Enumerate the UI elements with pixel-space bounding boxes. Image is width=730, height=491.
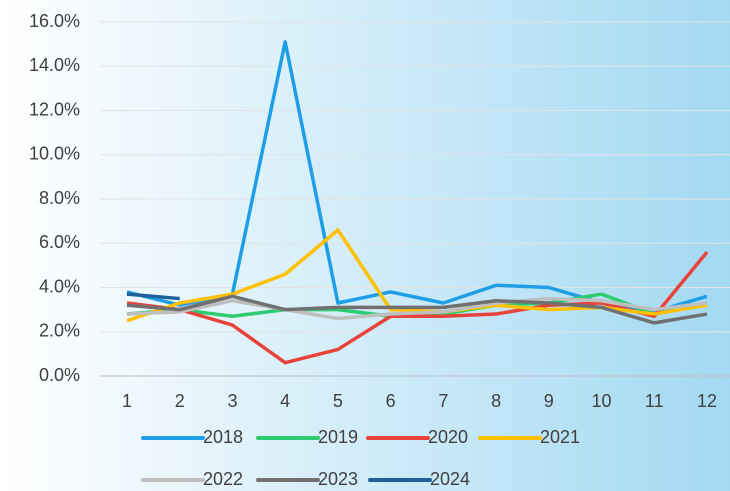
legend-label: 2020	[428, 427, 468, 447]
x-tick-label: 1	[122, 391, 132, 411]
y-tick-label: 6.0%	[39, 232, 80, 252]
x-tick-label: 11	[645, 391, 664, 411]
line-series	[126, 292, 180, 301]
x-tick-label: 9	[544, 391, 554, 411]
legend-label: 2023	[318, 469, 358, 489]
x-tick-label: 8	[491, 391, 501, 411]
legend-label: 2024	[430, 469, 470, 489]
line-series	[126, 250, 709, 365]
line-series	[126, 296, 708, 321]
y-tick-label: 14.0%	[29, 55, 80, 75]
y-tick-label: 12.0%	[29, 99, 80, 119]
x-tick-label: 12	[697, 391, 717, 411]
y-tick-label: 4.0%	[39, 276, 80, 296]
y-tick-label: 16.0%	[29, 11, 80, 31]
x-tick-label: 5	[333, 391, 343, 411]
y-tick-label: 2.0%	[39, 321, 80, 341]
x-tick-label: 7	[438, 391, 448, 411]
legend-label: 2018	[203, 427, 243, 447]
line-series	[126, 294, 708, 325]
x-tick-label: 4	[280, 391, 290, 411]
legend-label: 2019	[318, 427, 358, 447]
y-tick-label: 0.0%	[39, 365, 80, 385]
legend-label: 2021	[540, 427, 580, 447]
x-tick-label: 10	[592, 391, 612, 411]
x-tick-label: 2	[175, 391, 185, 411]
legend-label: 2022	[203, 469, 243, 489]
y-tick-label: 10.0%	[29, 144, 80, 164]
x-tick-label: 3	[227, 391, 237, 411]
y-tick-label: 8.0%	[39, 188, 80, 208]
x-tick-label: 6	[386, 391, 396, 411]
